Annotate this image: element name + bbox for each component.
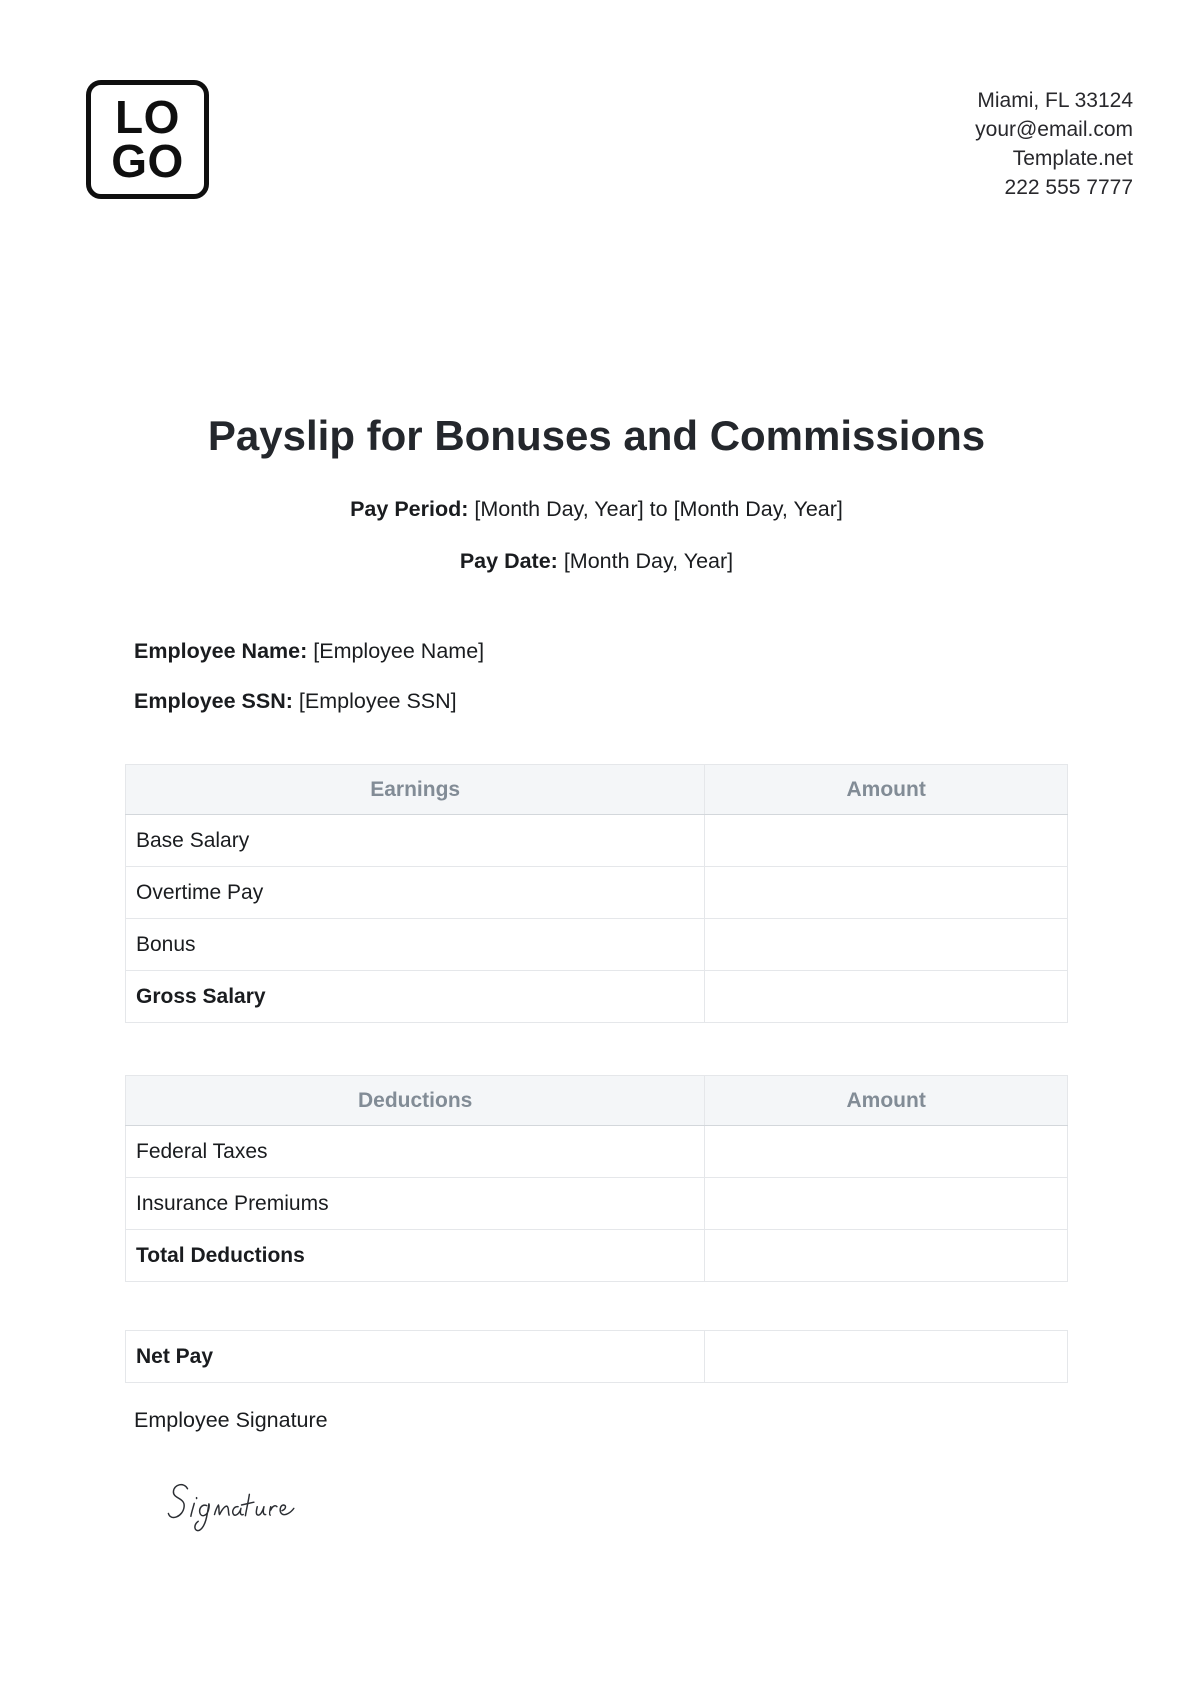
- contact-website: Template.net: [1012, 147, 1133, 170]
- logo-line-1: LO: [115, 90, 180, 143]
- earnings-row-label: Overtime Pay: [124, 866, 706, 919]
- contact-block: Miami, FL 33124 your@email.com Template.…: [975, 86, 1133, 202]
- total-deductions-amount: [704, 1229, 1068, 1282]
- employee-name-label: Employee Name:: [134, 639, 308, 663]
- employee-name-value: [Employee Name]: [313, 639, 485, 663]
- earnings-row-label: Base Salary: [124, 814, 706, 867]
- table-row: Bonus: [124, 918, 1068, 971]
- net-pay-row: Net Pay: [124, 1330, 1068, 1383]
- deductions-row-amount: [704, 1177, 1068, 1230]
- deductions-header: Deductions: [124, 1075, 706, 1126]
- deductions-row-label: Insurance Premiums: [124, 1177, 706, 1230]
- gross-salary-amount: [704, 970, 1068, 1023]
- pay-date-label: Pay Date:: [459, 549, 558, 573]
- earnings-amount-header: Amount: [704, 764, 1068, 815]
- document-body: Payslip for Bonuses and Commissions Pay …: [124, 412, 1068, 1549]
- earnings-header-row: Earnings Amount: [124, 764, 1068, 815]
- earnings-row-amount: [704, 866, 1068, 919]
- page-title: Payslip for Bonuses and Commissions: [207, 412, 986, 459]
- deductions-row-amount: [704, 1125, 1068, 1178]
- total-deductions-label: Total Deductions: [124, 1229, 706, 1282]
- employee-ssn-label: Employee SSN:: [134, 689, 293, 713]
- employee-signature-label: Employee Signature: [134, 1408, 328, 1432]
- table-row: Insurance Premiums: [124, 1177, 1068, 1230]
- net-pay-amount: [704, 1330, 1068, 1383]
- deductions-header-row: Deductions Amount: [124, 1075, 1068, 1126]
- logo-line-2: GO: [111, 134, 184, 187]
- employee-ssn-line: Employee SSN: [Employee SSN]: [125, 688, 1068, 714]
- table-row: Overtime Pay: [124, 866, 1068, 919]
- net-pay-label: Net Pay: [124, 1330, 706, 1383]
- pay-period-value: [Month Day, Year] to [Month Day, Year]: [474, 497, 843, 521]
- page-header: LO GO Miami, FL 33124 your@email.com Tem…: [0, 0, 1200, 202]
- table-row: Base Salary: [124, 814, 1068, 867]
- gross-salary-row: Gross Salary: [124, 970, 1068, 1023]
- earnings-row-amount: [704, 814, 1068, 867]
- earnings-header: Earnings: [124, 764, 706, 815]
- signature-image: [165, 1461, 300, 1549]
- earnings-row-label: Bonus: [124, 918, 706, 971]
- contact-email: your@email.com: [975, 118, 1133, 141]
- pay-date-line: Pay Date: [Month Day, Year]: [125, 548, 1068, 574]
- earnings-table: Earnings Amount Base Salary Overtime Pay…: [124, 764, 1068, 1023]
- deductions-amount-header: Amount: [704, 1075, 1068, 1126]
- gross-salary-label: Gross Salary: [124, 970, 706, 1023]
- table-row: Federal Taxes: [124, 1125, 1068, 1178]
- contact-phone: 222 555 7777: [1004, 176, 1133, 199]
- deductions-table: Deductions Amount Federal Taxes Insuranc…: [124, 1075, 1068, 1282]
- deductions-row-label: Federal Taxes: [124, 1125, 706, 1178]
- net-pay-table: Net Pay: [124, 1330, 1068, 1383]
- total-deductions-row: Total Deductions: [124, 1229, 1068, 1282]
- logo-icon: LO GO: [86, 80, 209, 199]
- employee-ssn-value: [Employee SSN]: [298, 689, 457, 713]
- pay-date-value: [Month Day, Year]: [563, 549, 734, 573]
- pay-period-line: Pay Period: [Month Day, Year] to [Month …: [125, 496, 1068, 522]
- pay-period-label: Pay Period:: [350, 497, 469, 521]
- contact-address: Miami, FL 33124: [977, 89, 1133, 112]
- earnings-row-amount: [704, 918, 1068, 971]
- employee-name-line: Employee Name: [Employee Name]: [125, 638, 1068, 664]
